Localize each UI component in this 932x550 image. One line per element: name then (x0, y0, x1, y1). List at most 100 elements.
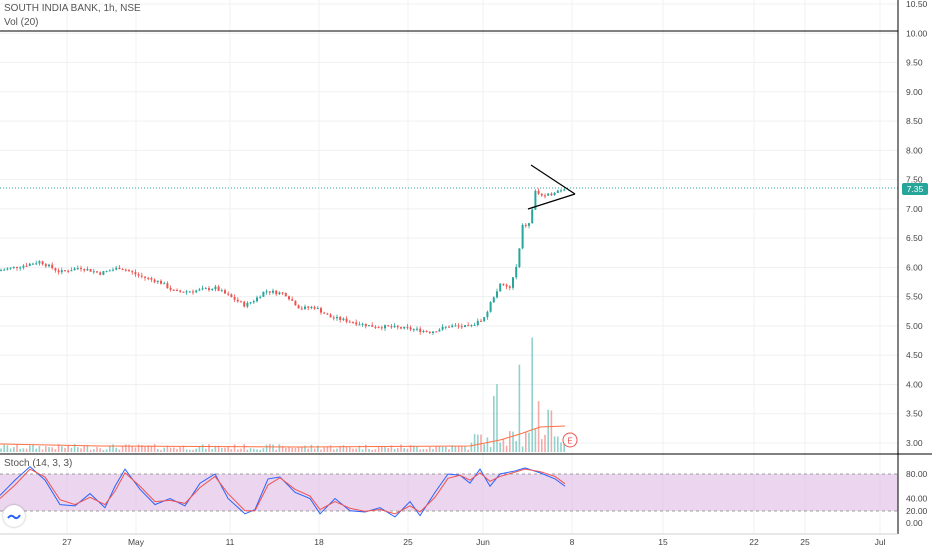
candle-body (384, 325, 386, 329)
candle-body (416, 328, 418, 330)
candle-body (153, 279, 156, 283)
candle-body (348, 321, 351, 323)
candle-body (92, 271, 95, 273)
earnings-marker[interactable] (562, 432, 578, 448)
volume-bar (454, 446, 457, 452)
volume-bar (377, 447, 380, 452)
volume-bar (339, 445, 341, 452)
candle-body (304, 306, 306, 309)
time-axis-label: 11 (226, 537, 235, 547)
volume-bar (352, 448, 354, 452)
candle-body (515, 266, 518, 278)
candle-body (492, 297, 495, 303)
stoch-legend[interactable]: Stoch (14, 3, 3) (4, 458, 73, 469)
candles (0, 188, 566, 336)
volume-bar (429, 447, 431, 452)
volume-bar (365, 444, 367, 452)
stoch-axis[interactable]: 80.00 40.00 20.00 0.00 (906, 469, 928, 528)
volume-bar (323, 447, 325, 452)
candle-body (0, 270, 2, 272)
volume-bar (493, 395, 495, 452)
symbol-legend[interactable]: SOUTH INDIA BANK, 1h, NSE (4, 3, 141, 14)
price-axis-label: 8.50 (906, 116, 923, 126)
candle-body (265, 291, 268, 293)
candle-body (240, 301, 242, 303)
volume-bar (534, 428, 537, 452)
candle-body (467, 325, 470, 327)
price-axis-label: 7.50 (906, 175, 923, 185)
volume-bar (70, 447, 73, 452)
volume-bar (390, 445, 393, 452)
tradingview-logo[interactable] (3, 505, 25, 527)
candle-body (457, 325, 460, 327)
candle-body (115, 267, 118, 270)
volume-bar (118, 449, 121, 452)
volume-bar (80, 448, 82, 452)
volume-bar (409, 445, 412, 452)
volume-bar (48, 447, 50, 452)
volume-bar (25, 448, 28, 452)
volume-bar (29, 445, 31, 452)
candle-body (483, 317, 486, 322)
volume-bar (99, 448, 101, 452)
candle-body (438, 329, 441, 332)
candle-body (553, 192, 556, 196)
candle-body (531, 209, 534, 224)
volume-bar (470, 442, 473, 452)
candle-body (163, 283, 166, 285)
volume-bar (313, 448, 316, 452)
volume-bar (403, 448, 405, 452)
volume-bar (192, 449, 194, 452)
volume-bar (464, 446, 466, 452)
time-axis-label: May (128, 537, 145, 547)
volume-bar (374, 449, 377, 452)
candle-body (28, 263, 31, 266)
candle-body (60, 270, 63, 273)
candle-body (211, 289, 214, 291)
time-axis-label: Jun (476, 537, 490, 547)
candle-body (550, 193, 553, 196)
candle-body (409, 327, 412, 330)
candle-body (80, 268, 82, 270)
price-axis[interactable]: 10.50 10.00 9.50 9.00 8.50 8.00 7.50 7.00 6.50 6.… (906, 0, 928, 448)
candle-body (48, 264, 50, 267)
candle-body (140, 275, 143, 277)
volume-bar (176, 449, 178, 452)
candle-body (108, 270, 111, 272)
volume-bar (499, 442, 501, 452)
volume-bar (477, 434, 479, 452)
candle-body (307, 306, 310, 308)
candle-body (403, 326, 406, 329)
time-axis-label: 8 (570, 537, 575, 547)
price-axis-label: 5.00 (906, 321, 923, 331)
time-axis[interactable]: 27 May 11 18 25 Jun 8 15 22 25 Jul (62, 537, 885, 547)
volume-bar (269, 444, 271, 452)
volume-bar (19, 448, 21, 452)
volume-bar (320, 449, 322, 452)
candle-body (508, 286, 511, 288)
time-axis-label: 22 (749, 537, 759, 547)
volume-bar (368, 448, 370, 452)
volume-bar (345, 446, 348, 452)
volume-legend[interactable]: Vol (20) (4, 17, 39, 28)
candle-body (316, 308, 319, 310)
candle-body (332, 317, 335, 319)
candle-body (236, 299, 239, 302)
candle-body (32, 263, 34, 265)
candle-body (195, 290, 198, 293)
volume-bar (393, 448, 396, 452)
candle-body (339, 316, 342, 320)
triangle-pattern-drawing[interactable] (527, 164, 576, 210)
candle-body (166, 283, 169, 289)
volume-bar (518, 364, 521, 452)
volume-bar (547, 409, 549, 452)
volume-bar (211, 449, 213, 452)
volume-bar (515, 441, 517, 452)
volume-bar (297, 447, 300, 452)
logo-icon (7, 514, 21, 520)
volume-bar (317, 445, 319, 452)
volume-bar (22, 448, 25, 452)
candle-body (297, 305, 300, 309)
